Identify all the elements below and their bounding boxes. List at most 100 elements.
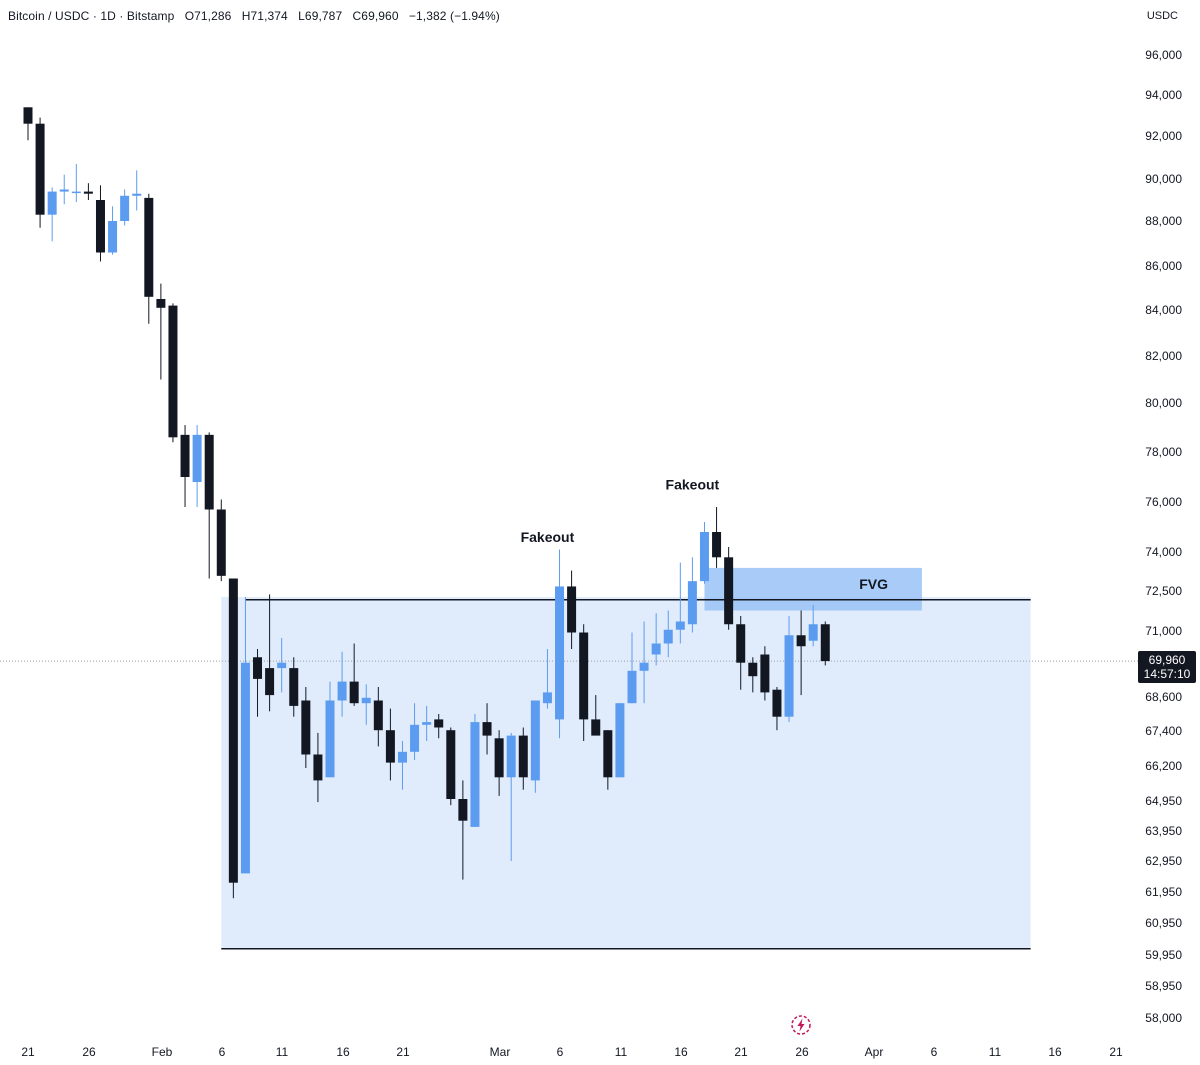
candle-body	[555, 586, 565, 720]
candle-body	[796, 635, 806, 647]
price-tick-label: 94,000	[1145, 88, 1182, 102]
candle-body	[35, 123, 45, 215]
price-tick-label: 96,000	[1145, 48, 1182, 62]
candle-body	[820, 624, 830, 662]
candle	[216, 499, 226, 582]
candle	[253, 649, 263, 717]
candle	[120, 189, 130, 226]
candle-body	[108, 221, 118, 253]
price-tick-label: 58,000	[1145, 1011, 1182, 1025]
candle	[434, 714, 444, 739]
candle	[35, 117, 45, 228]
time-tick-label: Mar	[490, 1045, 511, 1059]
candle-body	[204, 434, 214, 510]
time-tick-label: 11	[989, 1045, 1002, 1059]
candle	[325, 681, 335, 778]
annotations-layer: Fakeout Fakeout FVG	[521, 477, 889, 593]
time-tick-label: 16	[336, 1045, 350, 1059]
price-tick-label: 64,950	[1145, 794, 1182, 808]
candle	[228, 578, 238, 899]
candle	[651, 613, 661, 666]
candle	[579, 624, 589, 741]
candle	[95, 185, 105, 262]
time-axis: 21 26 Feb 6 11 16 21 Mar 6 11 16 21 26 Apr 6 11 16 21	[21, 1045, 1123, 1059]
candle-body	[144, 197, 154, 297]
candle	[699, 522, 709, 584]
last-price-value: 69,960	[1148, 653, 1186, 667]
candle-body	[699, 532, 709, 582]
candle-body	[277, 662, 287, 669]
candle	[373, 687, 383, 747]
price-tick-label: 71,000	[1145, 624, 1182, 638]
ohlc-close: C69,960	[352, 9, 399, 23]
candle-body	[240, 662, 250, 874]
candle	[615, 703, 625, 778]
time-tick-label: 16	[674, 1045, 688, 1059]
candle-body	[120, 195, 130, 221]
candle	[277, 638, 287, 693]
time-tick-label: Feb	[152, 1045, 173, 1059]
candle	[591, 695, 601, 736]
candle-body	[325, 700, 335, 778]
candle-body	[156, 299, 166, 308]
candle-body	[47, 191, 57, 215]
candle	[518, 727, 528, 790]
candle	[180, 425, 190, 507]
bolt-icon[interactable]	[790, 1014, 812, 1036]
candle-body	[228, 578, 238, 883]
candle	[494, 730, 504, 796]
price-tick-label: 86,000	[1145, 259, 1182, 273]
symbol-title[interactable]: Bitcoin / USDC · 1D · Bitstamp	[8, 9, 175, 23]
candle-body	[180, 434, 190, 477]
candle-body	[71, 191, 81, 194]
candle	[204, 432, 214, 579]
candle	[144, 193, 154, 324]
candle-body	[301, 700, 311, 755]
candle-body	[482, 722, 492, 736]
candle-body	[712, 532, 722, 558]
time-tick-label: 26	[82, 1045, 96, 1059]
candle-body	[687, 581, 697, 625]
candle	[603, 730, 613, 790]
time-tick-label: 21	[21, 1045, 35, 1059]
time-tick-label: Apr	[865, 1045, 884, 1059]
candle	[422, 705, 432, 741]
candle	[470, 714, 480, 827]
price-tick-label: 58,950	[1145, 979, 1182, 993]
candle	[784, 616, 794, 723]
candle-body	[337, 681, 347, 701]
annotation-label: Fakeout	[666, 477, 720, 493]
candle	[71, 163, 81, 203]
candle-body	[675, 621, 685, 630]
candle-body	[446, 730, 456, 799]
candle	[240, 597, 250, 874]
currency-label[interactable]: USDC	[1146, 10, 1178, 22]
candle-body	[772, 689, 782, 717]
candle	[724, 547, 734, 630]
candle	[542, 649, 552, 709]
candle	[555, 549, 565, 739]
candle-body	[736, 624, 746, 663]
time-tick-label: 11	[276, 1045, 289, 1059]
price-tick-label: 80,000	[1145, 396, 1182, 410]
candles-layer	[23, 107, 830, 899]
price-tick-label: 92,000	[1145, 129, 1182, 143]
price-tick-label: 60,950	[1145, 916, 1182, 930]
price-tick-label: 88,000	[1145, 214, 1182, 228]
time-tick-label: 21	[396, 1045, 410, 1059]
candle-body	[579, 632, 589, 720]
price-tick-label: 74,000	[1145, 545, 1182, 559]
candle-body	[603, 730, 613, 778]
candle-body	[168, 305, 178, 438]
candle	[349, 643, 359, 706]
candle-body	[83, 191, 93, 194]
ohlc-change: −1,382 (−1.94%)	[408, 9, 500, 23]
candle-body	[265, 668, 275, 696]
price-tick-label: 90,000	[1145, 172, 1182, 186]
candle-body	[542, 692, 552, 704]
candle-body	[373, 700, 383, 731]
candle-body	[506, 735, 516, 778]
candle	[567, 570, 577, 649]
drawing-layer	[0, 567, 1138, 950]
